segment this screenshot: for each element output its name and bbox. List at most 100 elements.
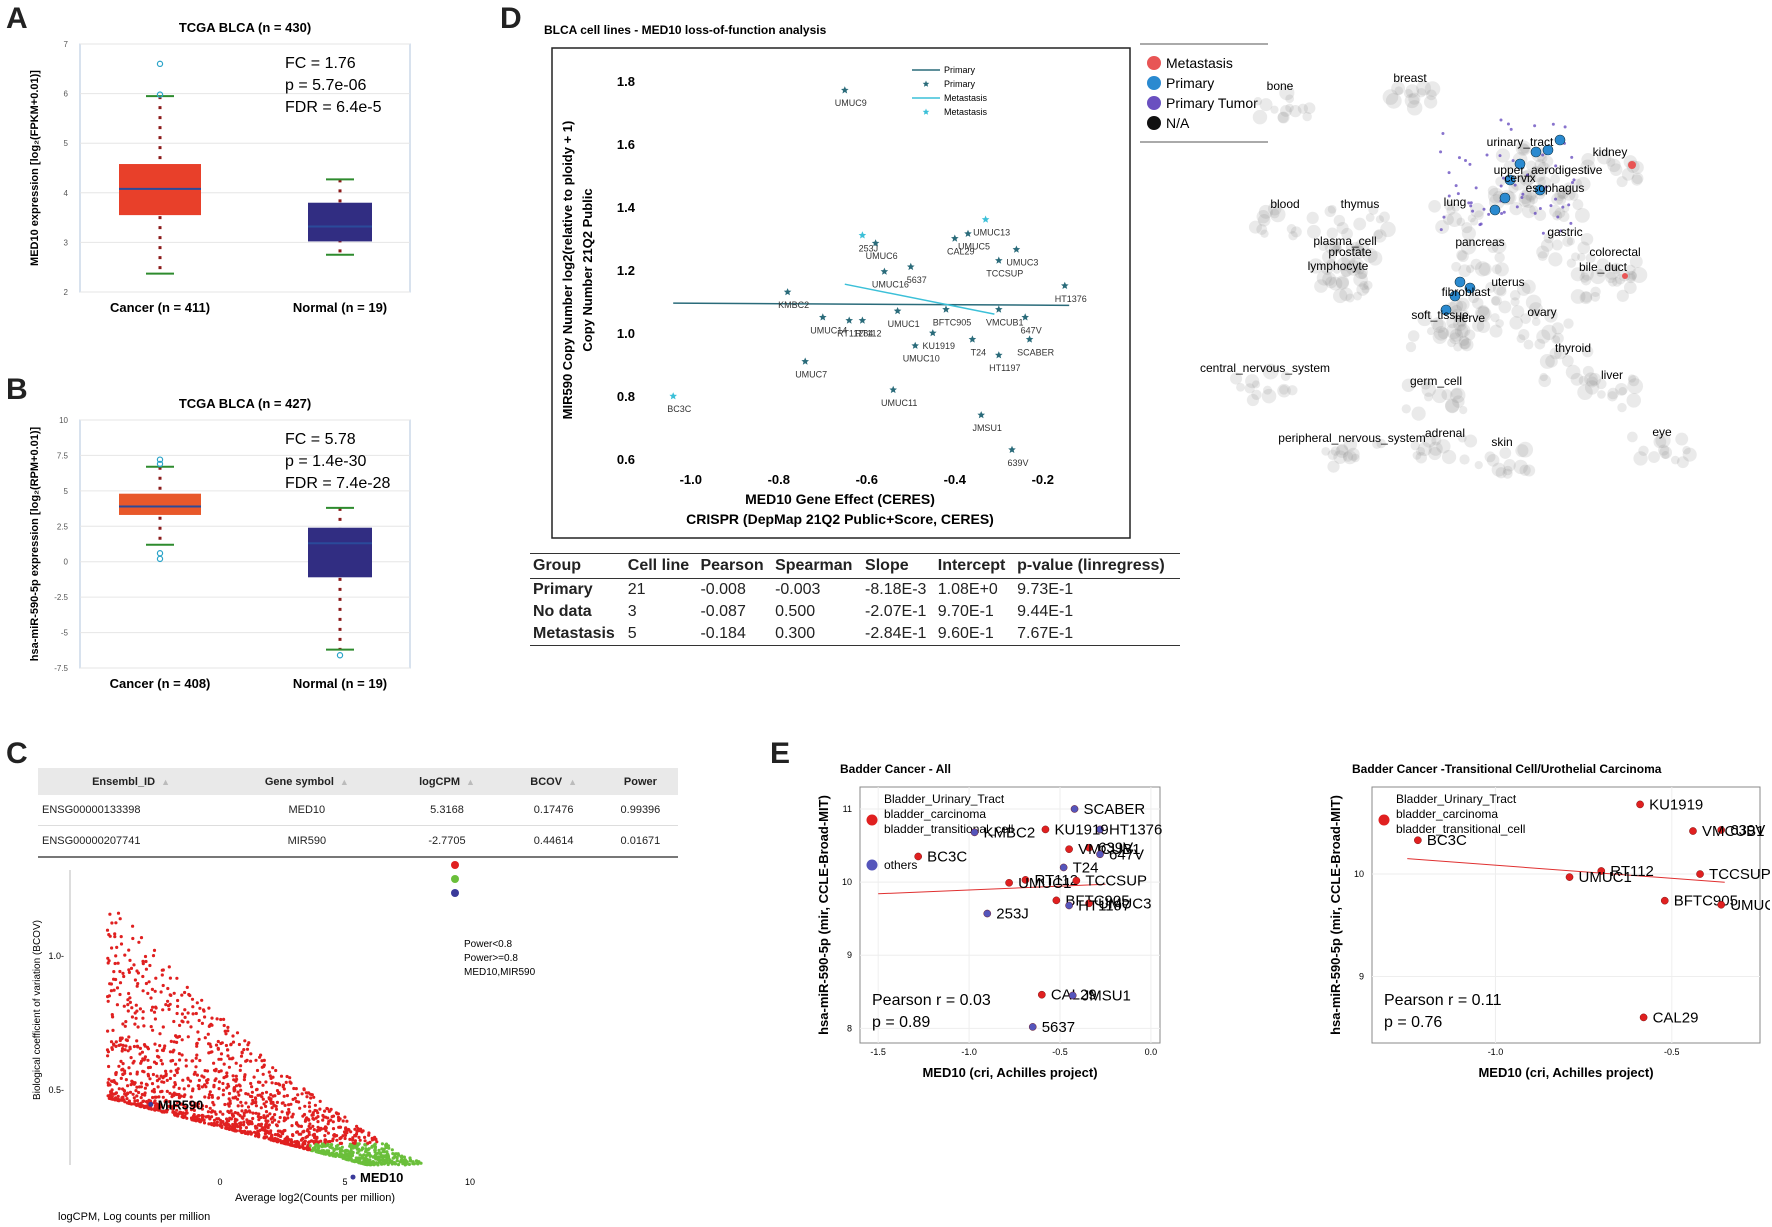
data-point <box>195 1042 199 1046</box>
cluster-point <box>1472 297 1484 309</box>
data-point <box>128 1047 132 1051</box>
data-point <box>325 1107 330 1111</box>
cluster-point <box>1339 287 1353 302</box>
data-point <box>217 1057 221 1061</box>
data-point <box>269 1093 273 1097</box>
data-point <box>321 1149 326 1153</box>
cluster-point <box>1495 467 1507 479</box>
cluster-point <box>1329 241 1342 254</box>
point-label: BFTC905 <box>1674 893 1738 910</box>
chart-title: TCGA BLCA (n = 427) <box>179 396 311 411</box>
cluster-point <box>1277 112 1289 123</box>
data-point <box>107 1077 111 1081</box>
cluster-point <box>1487 242 1499 253</box>
point-label: SCABER <box>1017 347 1055 357</box>
cluster-point <box>1353 272 1368 287</box>
cluster-point <box>1327 460 1340 473</box>
col-header[interactable]: BCOV ▲ <box>504 768 603 795</box>
data-point <box>249 1132 253 1136</box>
table-c: Ensembl_ID ▲ Gene symbol ▲ logCPM ▲ BCOV ▲ P… <box>38 768 678 858</box>
cluster-point <box>1443 214 1454 225</box>
cluster-point <box>1457 250 1469 263</box>
cluster-point <box>1451 388 1463 400</box>
data-point <box>190 997 195 1001</box>
data-point <box>209 1122 213 1126</box>
data-point <box>228 1101 232 1105</box>
cluster-point <box>1596 378 1607 390</box>
col-header[interactable]: Gene symbol ▲ <box>224 768 390 795</box>
table-cell: 0.01671 <box>602 825 678 858</box>
data-point <box>148 1099 152 1103</box>
cluster-point <box>1260 229 1269 238</box>
legend-label: Primary Tumor <box>1166 95 1258 111</box>
cluster-point <box>1605 271 1617 284</box>
panel-letter-e: E <box>770 737 791 770</box>
data-point <box>388 1158 392 1162</box>
data-point <box>106 1054 110 1058</box>
data-point <box>246 1105 251 1109</box>
data-point <box>977 411 985 419</box>
legend-label: Metastasis <box>1166 55 1233 71</box>
data-point <box>107 994 111 998</box>
data-point <box>121 1087 125 1091</box>
data-point <box>177 1086 181 1090</box>
data-point <box>1008 445 1016 453</box>
data-point <box>341 1119 345 1123</box>
data-point <box>270 1137 274 1141</box>
primary-tumor-point <box>1469 201 1473 205</box>
data-point <box>208 1090 212 1094</box>
data-point <box>130 1015 134 1019</box>
data-point <box>370 1145 374 1149</box>
data-point <box>224 1032 228 1036</box>
cluster-point <box>1655 432 1671 448</box>
data-point <box>250 1090 254 1094</box>
data-point <box>221 1112 225 1116</box>
data-point <box>256 1114 260 1119</box>
data-point <box>135 984 139 988</box>
data-point <box>270 1081 274 1085</box>
data-point <box>132 1059 136 1063</box>
cluster-point <box>1579 291 1593 305</box>
data-point <box>351 1146 355 1150</box>
cluster-point <box>1457 433 1467 443</box>
data-point <box>983 909 992 918</box>
primary-tumor-point <box>1487 212 1491 216</box>
cluster-point <box>1441 449 1457 465</box>
data-point <box>146 1066 151 1070</box>
data-point <box>369 1154 373 1158</box>
data-point <box>328 1109 332 1113</box>
data-point <box>285 1111 289 1115</box>
cluster-point <box>1287 385 1298 396</box>
y-tick-label: 9 <box>847 950 852 960</box>
primary-tumor-point <box>1551 122 1555 126</box>
data-point <box>234 1074 238 1078</box>
primary-tumor-point <box>1559 229 1563 233</box>
cluster-point <box>1526 160 1537 171</box>
col-header[interactable]: logCPM ▲ <box>389 768 505 795</box>
primary-point <box>1454 276 1466 288</box>
data-point <box>105 928 110 932</box>
data-point <box>207 1096 211 1100</box>
cluster-point <box>1503 465 1513 476</box>
data-point <box>174 1034 178 1038</box>
cluster-point <box>1556 186 1570 200</box>
data-point <box>232 1078 236 1082</box>
col-header[interactable]: Power <box>602 768 678 795</box>
legend-marker <box>451 875 459 883</box>
data-point <box>112 1092 116 1096</box>
data-point <box>313 1103 317 1107</box>
data-point <box>175 1100 179 1104</box>
highlight-label: MED10 <box>360 1170 403 1185</box>
primary-tumor-point <box>1521 192 1525 196</box>
table-cell: 5.3168 <box>389 795 505 826</box>
cluster-point <box>1252 109 1268 125</box>
data-point <box>193 1104 197 1108</box>
data-point <box>1052 896 1061 905</box>
data-point <box>382 1147 386 1151</box>
data-point <box>136 982 140 986</box>
table-row: No data 3 -0.087 0.500 -2.07E-1 9.70E-1 9.44E-… <box>530 601 1180 623</box>
cluster-point <box>1572 199 1584 210</box>
data-point <box>136 971 140 975</box>
col-header[interactable]: Ensembl_ID ▲ <box>38 768 225 795</box>
cluster-point <box>1379 211 1390 223</box>
